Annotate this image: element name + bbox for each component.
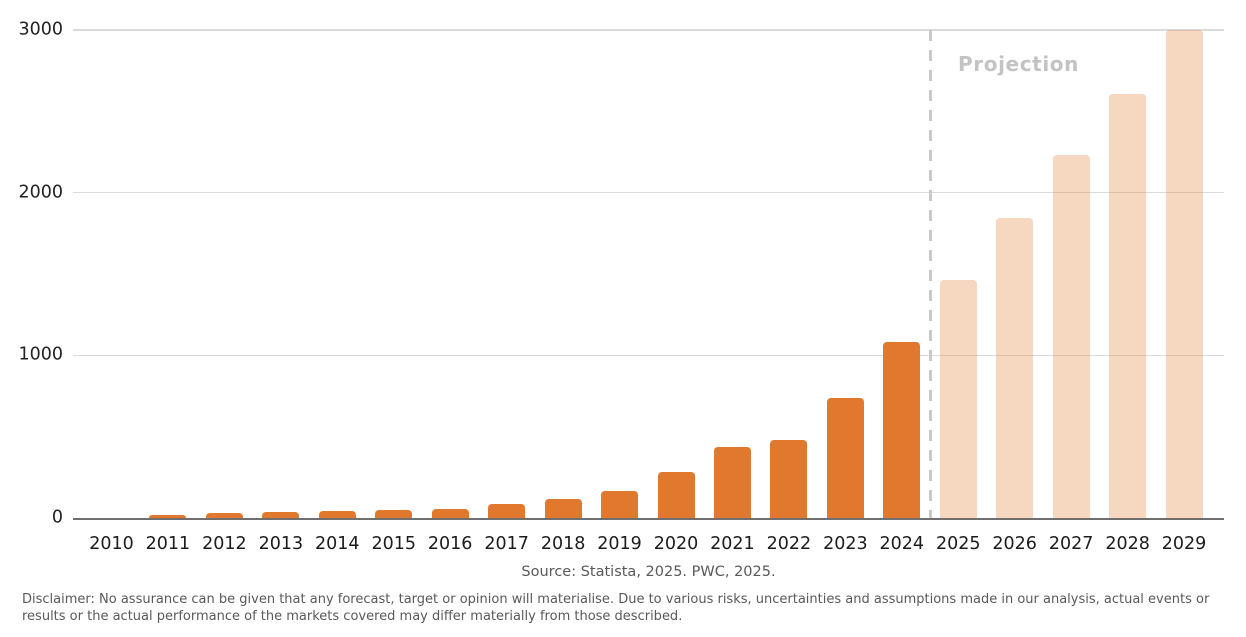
bar-2014 [318, 510, 356, 518]
x-axis-tick-label: 2019 [597, 534, 642, 554]
x-axis-tick-label: 2012 [202, 534, 247, 554]
bar-2019 [601, 491, 639, 518]
plot-area: Projection [73, 29, 1224, 520]
bar-2029 [1165, 30, 1203, 518]
x-axis-tick-label: 2011 [145, 534, 191, 554]
x-axis-tick-label: 2024 [879, 534, 925, 554]
x-axis-tick-label: 2020 [653, 534, 699, 554]
bar-2025 [939, 280, 977, 518]
y-axis-tick-label: 0 [51, 507, 63, 528]
bar-2013 [262, 511, 300, 518]
bar-2024 [883, 341, 921, 518]
x-axis-tick-label: 2010 [89, 534, 134, 554]
x-axis-tick-label: 2027 [1048, 534, 1094, 554]
gridline-1000 [73, 354, 1224, 357]
x-axis-tick-label: 2015 [371, 534, 417, 554]
x-axis-tick-label: 2028 [1105, 534, 1150, 554]
x-axis-tick-label: 2021 [710, 534, 755, 554]
gridline-2000 [73, 191, 1224, 194]
x-axis-tick-label: 2018 [540, 534, 586, 554]
x-axis-tick-label: 2017 [484, 534, 529, 554]
bar-2027 [1052, 155, 1090, 518]
bar-2011 [149, 515, 187, 518]
bar-2015 [375, 510, 413, 518]
bar-2020 [657, 471, 695, 518]
bar-2017 [488, 504, 526, 518]
bar-2021 [713, 447, 751, 518]
source-caption: Source: Statista, 2025. PWC, 2025. [521, 564, 776, 580]
x-axis-tick-label: 2022 [766, 534, 812, 554]
x-axis-tick-label: 2013 [258, 534, 304, 554]
y-axis-tick-label: 3000 [18, 19, 63, 40]
disclaimer-text: Disclaimer: No assurance can be given th… [22, 592, 1210, 624]
bar-2026 [996, 217, 1034, 518]
bar-2012 [205, 513, 243, 518]
x-axis-tick-label: 2029 [1161, 534, 1207, 554]
y-axis-tick-label: 1000 [18, 344, 63, 365]
bar-2016 [431, 509, 469, 518]
x-axis-tick-label: 2014 [315, 534, 360, 554]
x-axis-tick-label: 2026 [992, 534, 1037, 554]
x-axis-tick-label: 2016 [427, 534, 473, 554]
bar-2028 [1109, 94, 1147, 518]
bar-2023 [826, 398, 864, 518]
x-axis-tick-label: 2025 [935, 534, 981, 554]
bar-2022 [770, 440, 808, 518]
projection-divider-line [928, 30, 932, 518]
bar-2018 [544, 499, 582, 518]
gridline-3000 [73, 29, 1224, 31]
x-axis-tick-label: 2023 [823, 534, 868, 554]
projection-label: Projection [958, 52, 1079, 76]
y-axis-tick-label: 2000 [18, 181, 63, 202]
